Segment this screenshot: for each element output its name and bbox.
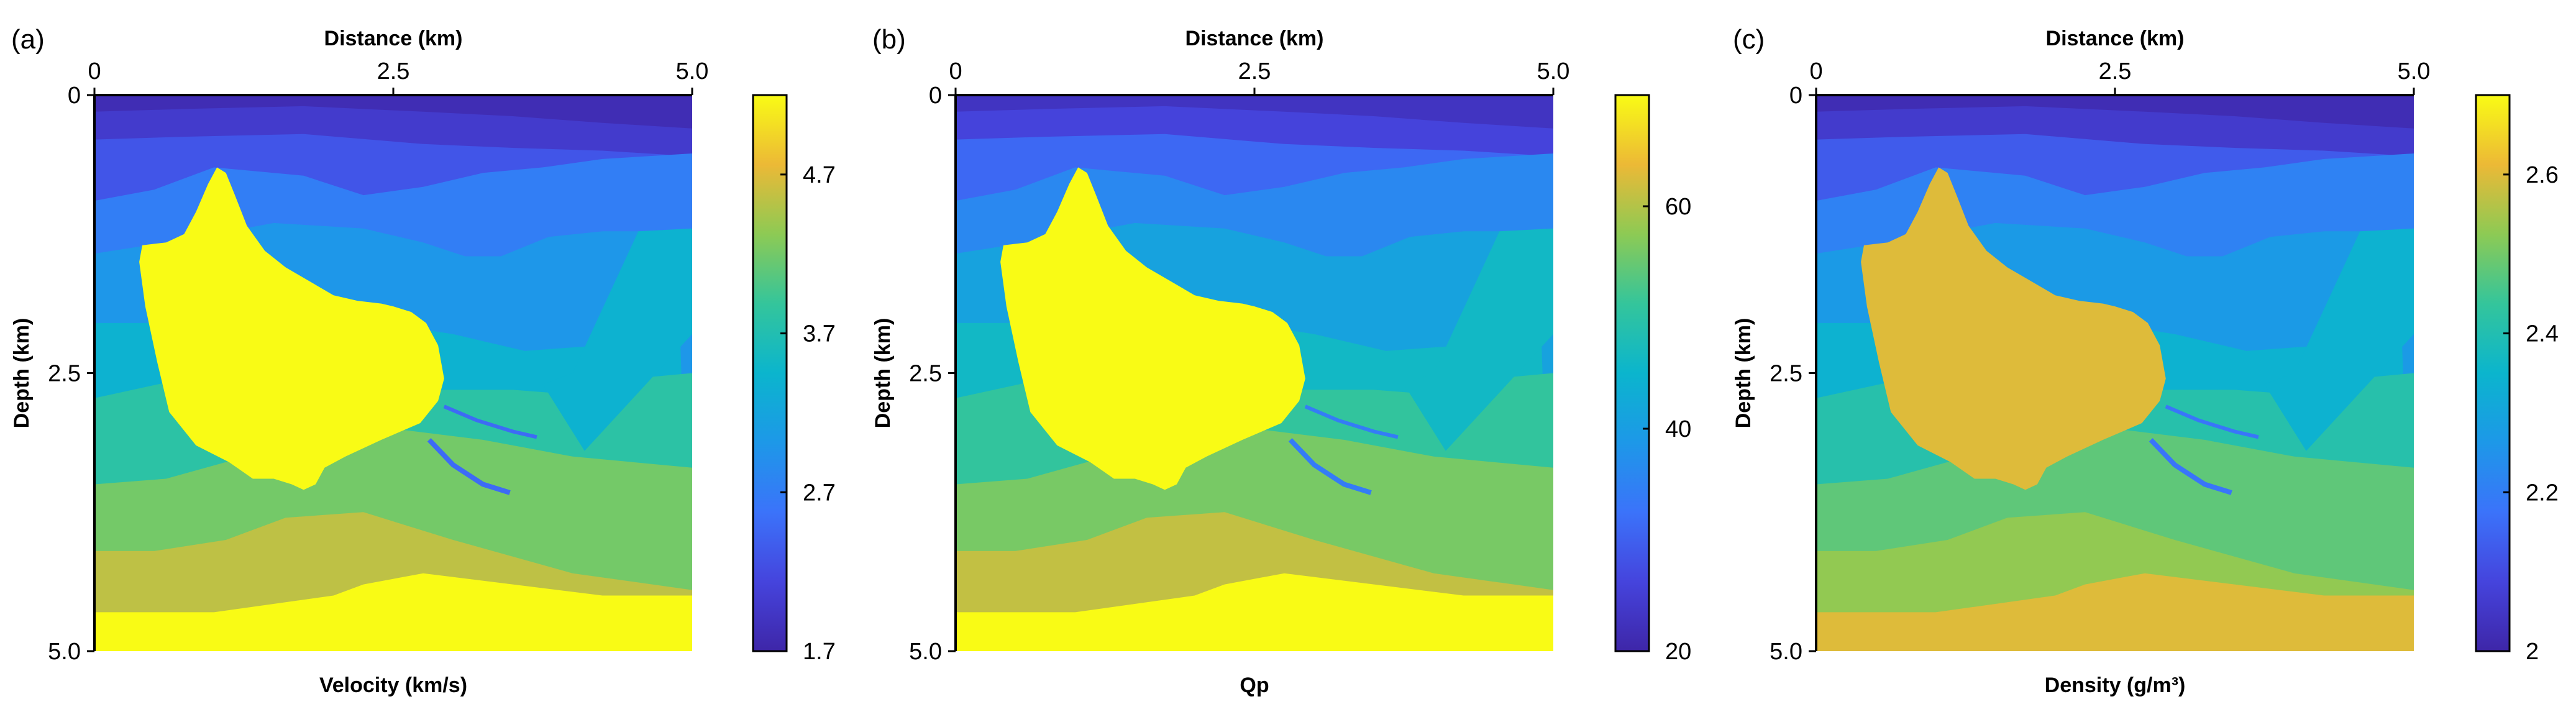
x-axis-title: Distance (km): [2046, 27, 2185, 50]
colorbar-tick-label: 1.7: [803, 639, 836, 665]
salt-body: [139, 167, 444, 490]
colorbar: 1.7 2.7 3.7 4.7: [752, 94, 836, 665]
plot-area: 0 2.5 5.0 0 2.5 5.0 Distance (km) Depth (km) Qp: [871, 27, 1569, 697]
colorbar-gradient: [2475, 94, 2511, 652]
panel-label: (a): [11, 24, 45, 55]
panel-label: (b): [872, 24, 906, 55]
y-tick-label: 5.0: [48, 639, 81, 665]
colorbar-title: Qp: [1240, 674, 1269, 697]
fault-block: [542, 228, 692, 451]
colorbar-tick-label: 60: [1665, 194, 1691, 220]
panel-1: 0 2.5 5.0 0 2.5 5.0 Distance (km) Depth (km) Vel…: [10, 24, 836, 697]
salt-body: [1816, 573, 2414, 651]
colorbar-tick-label: 2.7: [803, 480, 836, 506]
y-axis-title: Depth (km): [10, 318, 34, 429]
x-tick-label: 0: [88, 58, 101, 84]
colorbar-tick-label: 4.7: [803, 162, 836, 188]
y-tick-label: 2.5: [909, 361, 942, 387]
x-tick-label: 2.5: [377, 58, 410, 84]
x-axis-title: Distance (km): [1185, 27, 1324, 50]
y-tick-label: 0: [68, 83, 81, 109]
plot-area: 0 2.5 5.0 0 2.5 5.0 Distance (km) Depth (km) Den…: [1732, 27, 2430, 697]
panel-2: 0 2.5 5.0 0 2.5 5.0 Distance (km) Depth (km) Qp (…: [871, 24, 1691, 697]
thin-layer-2: [427, 438, 511, 495]
y-tick-label: 0: [1789, 83, 1802, 109]
colorbar-title: Velocity (km/s): [319, 674, 467, 697]
colorbar-gradient: [752, 94, 788, 652]
salt-body: [1000, 167, 1305, 490]
plot-area: 0 2.5 5.0 0 2.5 5.0 Distance (km) Depth (km) Vel…: [10, 27, 708, 697]
panel-3: 0 2.5 5.0 0 2.5 5.0 Distance (km) Depth (km) Den…: [1732, 24, 2559, 697]
y-tick-label: 5.0: [909, 639, 942, 665]
salt-body: [94, 573, 692, 651]
thin-layer-1: [1304, 404, 1399, 439]
x-axis-title: Distance (km): [324, 27, 463, 50]
colorbar-tick-label: 2.6: [2526, 162, 2559, 188]
colorbar: 2 2.2 2.4 2.6: [2475, 94, 2559, 665]
fault-block: [1404, 228, 1553, 451]
thin-layer-2: [1288, 438, 1372, 495]
x-tick-label: 0: [1809, 58, 1822, 84]
salt-body: [1861, 167, 2166, 490]
y-tick-label: 2.5: [48, 361, 81, 387]
thin-layer-1: [2165, 404, 2259, 439]
colorbar-gradient: [1614, 94, 1650, 652]
fault-block: [2264, 228, 2414, 451]
colorbar: 20 40 60: [1614, 94, 1691, 665]
x-tick-label: 5.0: [2398, 58, 2431, 84]
y-tick-label: 5.0: [1770, 639, 1802, 665]
thin-layer-2: [2149, 438, 2232, 495]
colorbar-title: Density (g/m³): [2045, 674, 2186, 697]
panel-label: (c): [1733, 24, 1765, 55]
thin-layer-1: [443, 404, 537, 439]
x-tick-label: 0: [949, 58, 962, 84]
y-tick-label: 2.5: [1770, 361, 1802, 387]
x-tick-label: 5.0: [1537, 58, 1570, 84]
y-axis-title: Depth (km): [871, 318, 895, 429]
salt-body: [956, 573, 1553, 651]
colorbar-tick-label: 3.7: [803, 321, 836, 347]
colorbar-tick-label: 20: [1665, 639, 1691, 665]
x-tick-label: 2.5: [2099, 58, 2132, 84]
colorbar-tick-label: 2.4: [2526, 321, 2559, 347]
y-axis-title: Depth (km): [1732, 318, 1755, 429]
x-tick-label: 2.5: [1238, 58, 1271, 84]
y-tick-label: 0: [929, 83, 942, 109]
colorbar-tick-label: 40: [1665, 416, 1691, 442]
colorbar-tick-label: 2.2: [2526, 480, 2559, 506]
colorbar-tick-label: 2: [2526, 639, 2539, 665]
x-tick-label: 5.0: [676, 58, 709, 84]
